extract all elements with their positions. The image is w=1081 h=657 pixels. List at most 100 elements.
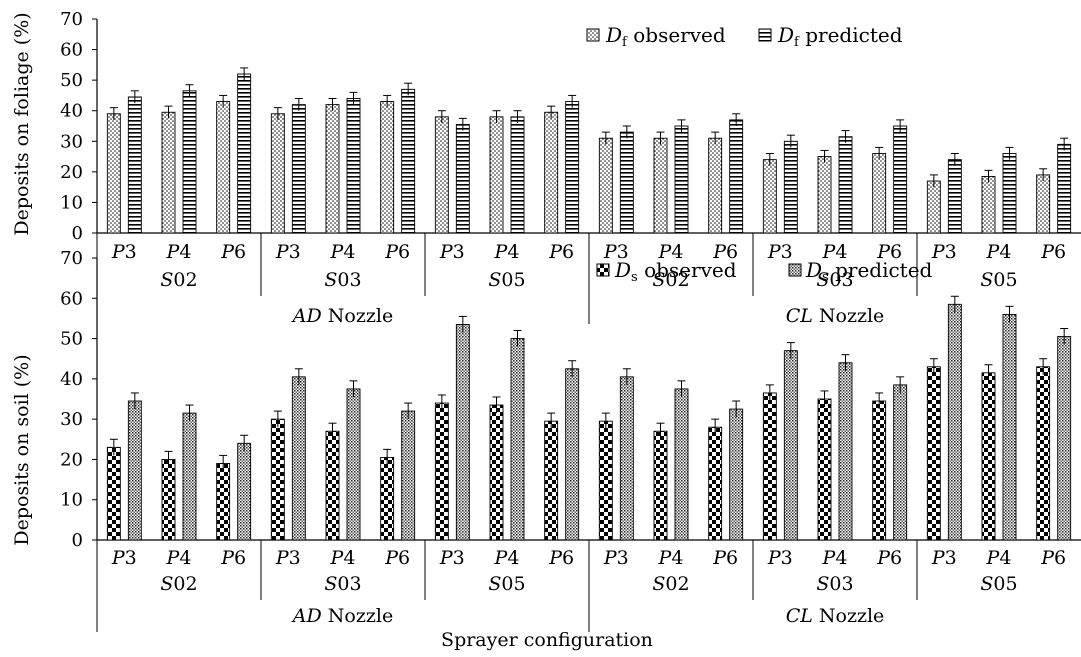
soil-bar-observed [325,430,340,541]
foliage-group-label: S03 [816,269,853,291]
foliage-y-tick-label: 70 [60,9,83,30]
foliage-category-label: P4 [986,241,1012,263]
foliage-y-axis-label: Deposits on foliage (%) [11,12,33,235]
soil-group-label: S05 [488,573,525,595]
soil-category-label: P6 [1040,547,1066,569]
foliage-chart: Deposits on foliage (%) 0 10 20 30 40 50 60 70 P… [11,9,1081,327]
soil-category-label: P4 [166,547,192,569]
soil-bar-predicted [1002,313,1017,541]
soil-bar-observed [270,418,285,541]
foliage-y-tick-label: 40 [60,101,83,122]
soil-category-label: P3 [767,547,793,569]
legend-label-soil-predicted: predicted [835,258,932,282]
soil-bar-observed [1036,366,1051,541]
soil-bar-predicted [1057,336,1072,541]
foliage-bar-predicted [455,124,470,234]
foliage-category-label: P3 [275,241,301,263]
foliage-bar-predicted [237,73,252,234]
soil-category-label: P6 [876,547,902,569]
soil-category-label: P4 [986,547,1012,569]
soil-category-label: P3 [275,547,301,569]
soil-y-tick-label: 50 [60,329,83,350]
foliage-bar-observed [653,137,668,234]
legend-label-foliage-observed: observed [633,23,726,47]
foliage-bar-predicted [127,96,142,234]
foliage-y-tick-label: 30 [60,131,83,152]
foliage-bar-predicted [510,116,525,234]
foliage-category-label: P4 [166,241,192,263]
soil-bar-predicted [565,368,580,541]
soil-y-tick-label: 40 [60,369,83,390]
foliage-bar-observed [817,156,832,234]
foliage-y-tick-label: 0 [72,223,83,244]
foliage-bar-predicted [565,101,580,234]
soil-category-label: P6 [712,547,738,569]
soil-bar-predicted [346,388,361,541]
soil-category-label: P3 [439,547,465,569]
svg-text:Df observed: Df observed [605,23,726,50]
soil-group-label: S03 [816,573,853,595]
foliage-bar-predicted [947,159,962,234]
soil-bar-predicted [455,324,470,541]
foliage-bar-predicted [401,88,416,234]
foliage-group-label: S05 [980,269,1017,291]
soil-legend: Ds observed Ds predicted [596,258,933,285]
foliage-bar-observed [216,101,231,234]
legend-symbol-foliage-observed: D [605,23,622,47]
foliage-bar-observed [926,180,941,234]
legend-swatch-foliage-observed [586,28,600,42]
foliage-bar-observed [489,116,504,234]
soil-group-label: S02 [160,573,197,595]
legend-subscript-soil-predicted: s [822,270,829,285]
soil-category-label: P6 [220,547,246,569]
soil-nozzle-label: AD Nozzle [291,605,393,627]
foliage-bar-observed [872,153,887,234]
soil-bar-predicted [291,376,306,541]
foliage-bar-predicted [838,136,853,234]
soil-bar-predicted [783,350,798,541]
soil-y-tick-label: 0 [72,530,83,551]
soil-bar-predicted [401,410,416,541]
soil-y-tick-label: 10 [60,490,83,511]
foliage-bar-predicted [729,119,744,234]
foliage-bar-observed [598,137,613,234]
foliage-category-label: P3 [767,241,793,263]
legend-subscript-foliage-observed: f [622,35,628,50]
soil-bar-predicted [838,362,853,541]
foliage-group-label: S02 [160,269,197,291]
soil-bar-observed [708,426,723,541]
soil-bar-predicted [237,442,252,541]
foliage-bar-observed [762,159,777,234]
soil-category-label: P4 [494,547,520,569]
soil-category-label: P4 [658,547,684,569]
soil-group-label: S03 [324,573,361,595]
foliage-category-label: P4 [658,241,684,263]
soil-bar-observed [380,456,395,541]
soil-bar-observed [161,458,176,541]
foliage-bar-observed [380,101,395,234]
foliage-y-tick-label: 60 [60,40,83,61]
foliage-bar-predicted [182,90,197,234]
foliage-category-label: P3 [111,241,137,263]
soil-y-axis-label: Deposits on soil (%) [11,354,33,545]
foliage-plot-area: 0 10 20 30 40 50 60 70 P3 P4 P6 P3 P4 P6 P3 P4 P6 P3 P4 P6 P… [60,9,1081,327]
foliage-bar-observed [981,175,996,234]
soil-category-label: P3 [111,547,137,569]
legend-subscript-foliage-predicted: f [794,35,800,50]
soil-bar-observed [926,366,941,541]
svg-text:Ds observed: Ds observed [614,258,737,285]
foliage-legend: Df observed Df predicted [586,23,903,50]
soil-bar-observed [817,398,832,541]
foliage-group-label: S05 [488,269,525,291]
soil-bar-observed [489,404,504,541]
soil-bar-observed [762,392,777,541]
foliage-bar-predicted [346,98,361,234]
foliage-bar-observed [161,111,176,234]
soil-bar-observed [872,400,887,541]
soil-chart: Deposits on soil (%) 0 10 20 30 40 50 60 70 P3 P4… [11,248,1081,632]
legend-swatch-soil-predicted [788,263,802,277]
legend-swatch-foliage-predicted [758,28,772,42]
foliage-bar-observed [434,116,449,234]
soil-bar-predicted [729,408,744,541]
